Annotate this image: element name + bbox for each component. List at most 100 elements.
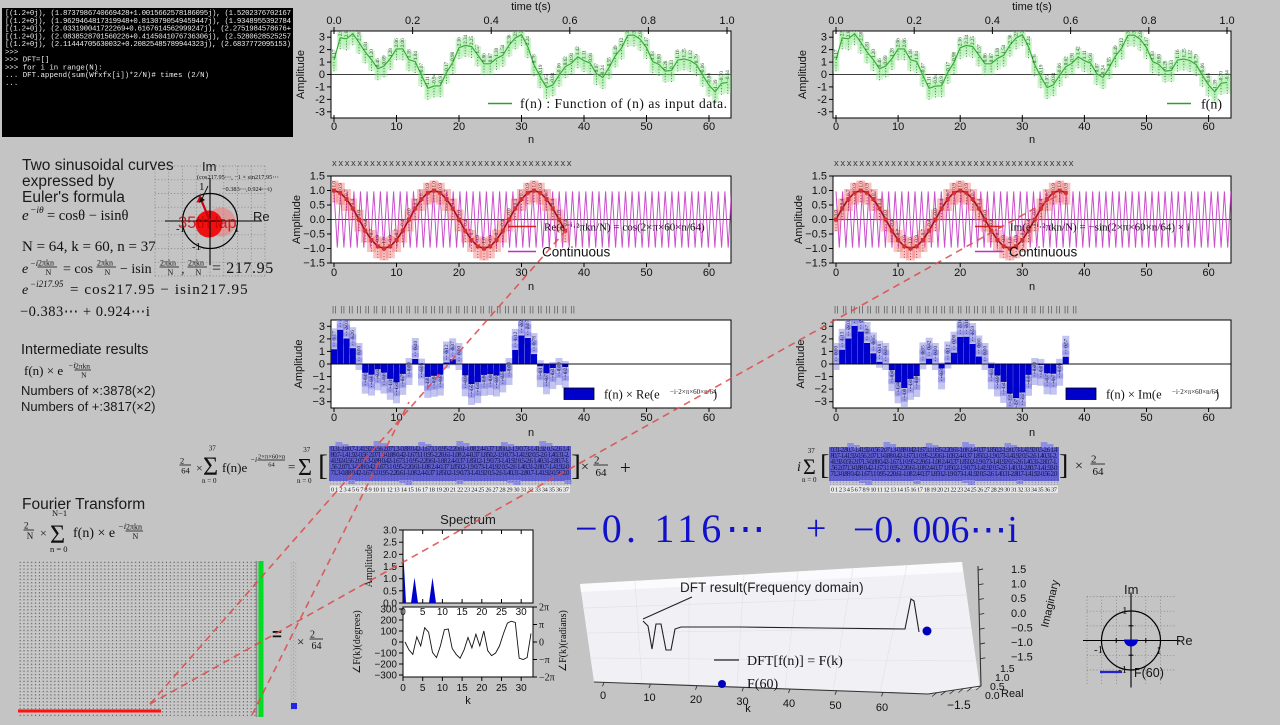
svg-text:F(60): F(60) xyxy=(747,677,778,692)
svg-text:0.0: 0.0 xyxy=(557,210,563,217)
svg-text:−i: −i xyxy=(68,361,76,370)
svg-text:|| || || || || || || || || ||: || || || || || || || || || || || || || |… xyxy=(834,305,1077,314)
svg-text:-0.7: -0.7 xyxy=(469,228,475,237)
svg-text:2.94: 2.94 xyxy=(338,27,344,36)
svg-text:n = 0: n = 0 xyxy=(802,476,817,484)
svg-text:-0.05: -0.05 xyxy=(419,362,425,373)
svg-text:Amplitude: Amplitude xyxy=(291,195,303,244)
svg-text:0: 0 xyxy=(400,607,406,618)
svg-text:0.5: 0.5 xyxy=(990,681,1005,693)
svg-text:40: 40 xyxy=(578,267,590,279)
svg-text:1.5: 1.5 xyxy=(310,171,325,183)
svg-text:80.7-1.41.92-0.56 2.071.3-0.88: 80.7-1.41.92-0.56 2.071.3-0.88 0.42-1.67… xyxy=(831,453,1058,460)
svg-text:2: 2 xyxy=(24,521,29,531)
svg-text:0.9: 0.9 xyxy=(1051,183,1057,190)
svg-text:Amplitude: Amplitude xyxy=(295,50,307,99)
svg-text:0.98: 0.98 xyxy=(450,51,456,60)
svg-text:0: 0 xyxy=(331,412,337,424)
svg-text:-0.19: -0.19 xyxy=(538,64,544,75)
svg-text:2.12: 2.12 xyxy=(1119,37,1125,46)
svg-text:n: n xyxy=(528,281,534,293)
svg-text:... DFT.append(sum(Wfxfx[i: ... DFT.append(sum(Wfxfx[i])*2/N)# times… xyxy=(5,72,209,80)
svg-text:-0.84: -0.84 xyxy=(1051,72,1057,83)
svg-text:0.0: 0.0 xyxy=(883,210,889,217)
svg-text:20: 20 xyxy=(954,267,966,279)
svg-text:-0.94: -0.94 xyxy=(432,374,438,385)
svg-text:0.8: 0.8 xyxy=(641,15,656,27)
svg-text:-0.91: -0.91 xyxy=(939,73,945,84)
svg-text:-0.90: -0.90 xyxy=(463,373,469,384)
svg-text:2.58: 2.58 xyxy=(858,31,864,40)
svg-text:0.7: 0.7 xyxy=(871,189,877,196)
svg-text:): ) xyxy=(713,388,717,402)
svg-text:0.12: 0.12 xyxy=(444,344,450,353)
svg-text:2.27: 2.27 xyxy=(519,317,525,326)
svg-text:1.54: 1.54 xyxy=(1001,44,1007,53)
svg-text:30: 30 xyxy=(515,121,527,133)
svg-text:π: π xyxy=(539,620,544,631)
svg-text:-0.4: -0.4 xyxy=(927,219,933,228)
svg-text:1: 1 xyxy=(234,223,240,235)
svg-text:1: 1 xyxy=(1122,605,1128,617)
svg-text:0.0: 0.0 xyxy=(812,214,827,226)
svg-text:f(n): f(n) xyxy=(1201,98,1222,113)
svg-text:Continuous: Continuous xyxy=(542,245,611,260)
svg-text:-0.69: -0.69 xyxy=(382,370,388,381)
svg-text:×: × xyxy=(581,460,589,475)
svg-text:0.6: 0.6 xyxy=(562,15,577,27)
svg-text:2.83: 2.83 xyxy=(638,28,644,37)
svg-text:2.0: 2.0 xyxy=(383,550,397,561)
svg-text:2πkn: 2πkn xyxy=(160,259,176,268)
svg-text:2.06: 2.06 xyxy=(896,38,902,47)
svg-text:1: 1 xyxy=(199,181,205,193)
svg-text:-1: -1 xyxy=(817,81,827,93)
svg-text:0.4: 0.4 xyxy=(413,199,419,206)
svg-text:0.9: 0.9 xyxy=(865,183,871,190)
svg-text:): ) xyxy=(1215,388,1219,402)
svg-text:0.17: 0.17 xyxy=(945,61,951,70)
svg-text:0: 0 xyxy=(600,690,606,702)
svg-text:-1.18: -1.18 xyxy=(908,377,914,388)
svg-text:40: 40 xyxy=(783,698,795,710)
svg-text:-1.05: -1.05 xyxy=(544,75,550,86)
svg-text:>>> DFT=[]: >>> DFT=[] xyxy=(5,57,49,65)
svg-text:Amplitude: Amplitude xyxy=(364,544,375,587)
svg-text:-0.07: -0.07 xyxy=(920,63,926,74)
svg-text:-1.0: -1.0 xyxy=(482,237,488,246)
svg-text:2.87: 2.87 xyxy=(846,28,852,37)
svg-text:0.4: 0.4 xyxy=(1038,199,1044,206)
svg-text:-0.64: -0.64 xyxy=(725,70,731,81)
svg-text:10: 10 xyxy=(892,267,904,279)
svg-text:−2: −2 xyxy=(312,384,325,396)
svg-text:50: 50 xyxy=(1140,121,1152,133)
svg-text:1.03: 1.03 xyxy=(650,51,656,60)
svg-text:0.4: 0.4 xyxy=(939,199,945,206)
svg-text:-1.05: -1.05 xyxy=(1045,75,1051,86)
svg-text:-0.7: -0.7 xyxy=(920,228,926,237)
svg-text:1.5: 1.5 xyxy=(1000,663,1015,675)
svg-text:37: 37 xyxy=(303,446,311,454)
svg-text:20: 20 xyxy=(453,121,465,133)
svg-text:-1.39: -1.39 xyxy=(1212,79,1218,90)
svg-text:-1.0: -1.0 xyxy=(908,237,914,246)
svg-text:0.5: 0.5 xyxy=(383,586,397,597)
svg-text:0.91: 0.91 xyxy=(588,52,594,61)
svg-text:10: 10 xyxy=(390,121,402,133)
svg-text:100: 100 xyxy=(380,627,397,638)
svg-text:1.81: 1.81 xyxy=(363,41,369,50)
svg-text:2.94: 2.94 xyxy=(840,27,846,36)
svg-text:2.83: 2.83 xyxy=(1138,28,1144,37)
svg-text:0.87: 0.87 xyxy=(488,53,494,62)
svg-text:0.4: 0.4 xyxy=(450,199,456,206)
svg-text:Re: Re xyxy=(253,209,270,224)
svg-text:1.0: 1.0 xyxy=(532,181,538,188)
svg-text:1.30: 1.30 xyxy=(494,47,500,56)
svg-text:−1.0: −1.0 xyxy=(805,243,827,255)
svg-text:n: n xyxy=(1029,281,1035,293)
svg-text:1.30: 1.30 xyxy=(995,47,1001,56)
svg-text:N−1: N−1 xyxy=(52,508,67,518)
svg-text:20: 20 xyxy=(476,683,488,694)
svg-text:]: ] xyxy=(1059,450,1068,481)
svg-text:-0.00: -0.00 xyxy=(1032,362,1038,373)
svg-text:1.0: 1.0 xyxy=(383,574,397,585)
